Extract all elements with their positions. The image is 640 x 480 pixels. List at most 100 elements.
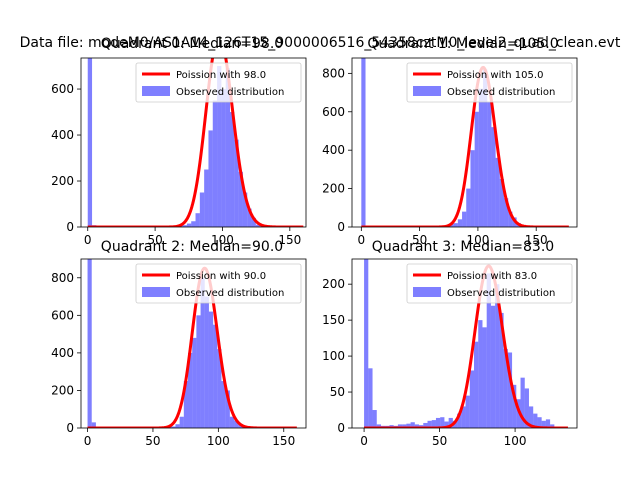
histogram-bar bbox=[212, 100, 218, 227]
histogram-bar bbox=[208, 311, 214, 428]
legend-frame bbox=[135, 62, 302, 103]
y-tick-label: 600 bbox=[51, 308, 74, 322]
y-tick-label: 400 bbox=[322, 143, 345, 157]
histogram-bar bbox=[499, 178, 505, 227]
histogram-bar bbox=[87, 58, 93, 227]
histogram-bar bbox=[247, 208, 252, 227]
y-tick-label: 0 bbox=[66, 220, 74, 234]
histogram-bar bbox=[482, 327, 487, 428]
x-tick-label: 0 bbox=[360, 434, 368, 448]
y-tick-label: 50 bbox=[330, 385, 345, 399]
y-tick-label: 100 bbox=[322, 349, 345, 363]
x-tick-label: 50 bbox=[412, 233, 427, 247]
plot-area: 0 50 100 150 0 200 400 600 800 Poission with 105.… bbox=[322, 57, 578, 247]
histogram-bar bbox=[457, 219, 463, 227]
axes-frame bbox=[80, 57, 307, 228]
histogram-bar bbox=[402, 424, 407, 428]
histogram-bar bbox=[229, 416, 235, 428]
histogram-bar bbox=[427, 420, 432, 428]
histogram-bar bbox=[466, 188, 471, 227]
histogram-bar bbox=[435, 417, 441, 428]
histogram-bar bbox=[508, 211, 513, 227]
histogram-bar bbox=[431, 420, 436, 428]
histogram-bar bbox=[199, 192, 205, 227]
histogram-bar bbox=[208, 130, 213, 227]
histogram-bar bbox=[478, 88, 484, 227]
plot-area: 0 50 100 150 0 200 400 600 Poission with 98.0 Obs… bbox=[51, 57, 307, 247]
histogram-bar bbox=[499, 312, 504, 428]
poisson-curve bbox=[86, 58, 305, 227]
legend: Poission with 105.0 Observed distribution bbox=[406, 62, 573, 103]
x-tick-label: 100 bbox=[211, 233, 234, 247]
histogram-bar bbox=[225, 68, 231, 227]
histogram-bar bbox=[457, 413, 462, 428]
histogram-bar bbox=[87, 259, 92, 428]
histogram-bar bbox=[490, 305, 496, 428]
x-tick-label: 50 bbox=[432, 434, 447, 448]
histogram-bar bbox=[524, 388, 529, 428]
x-tick-label: 100 bbox=[504, 434, 527, 448]
legend-label-histogram: Observed distribution bbox=[176, 288, 284, 299]
histogram-bar bbox=[91, 422, 96, 428]
histogram-bar bbox=[495, 157, 500, 227]
histogram-bar bbox=[204, 296, 209, 428]
axes-frame bbox=[351, 57, 578, 228]
histogram-bar bbox=[183, 381, 189, 428]
legend-label-model: Poission with 105.0 bbox=[447, 70, 543, 81]
legend-label-histogram: Observed distribution bbox=[447, 288, 555, 299]
subplot-title: Quadrant 1: Median=105.0 bbox=[367, 36, 558, 52]
histogram-bar bbox=[234, 420, 239, 428]
histogram-bar bbox=[221, 381, 226, 428]
legend-label-histogram: Observed distribution bbox=[447, 87, 555, 98]
x-tick-label: 50 bbox=[145, 434, 160, 448]
histogram-bar bbox=[504, 198, 509, 227]
y-tick-label: 400 bbox=[51, 346, 74, 360]
subplot-quadrant-2: Quadrant 2: Median=90.0 0 50 100 150 0 200 400… bbox=[51, 239, 307, 448]
y-tick-label: 600 bbox=[322, 105, 345, 119]
x-tick-label: 0 bbox=[84, 434, 92, 448]
histogram-bar bbox=[200, 277, 205, 428]
legend: Poission with 83.0 Observed distribution bbox=[406, 263, 573, 304]
y-tick-label: 0 bbox=[66, 421, 74, 435]
legend-frame bbox=[406, 263, 573, 304]
x-tick-label: 150 bbox=[272, 434, 295, 448]
poisson-curve bbox=[363, 264, 569, 428]
histogram-bar bbox=[195, 213, 200, 227]
y-tick-label: 600 bbox=[51, 82, 74, 96]
histogram-bar bbox=[414, 424, 420, 428]
histogram-bar bbox=[474, 111, 479, 227]
y-tick-label: 200 bbox=[51, 174, 74, 188]
x-tick-label: 50 bbox=[147, 233, 162, 247]
histogram-bar bbox=[179, 416, 184, 428]
histogram-bar bbox=[186, 223, 192, 227]
histogram-bar bbox=[217, 349, 222, 428]
plot-area: 0 50 100 0 50 100 150 200 Poission with 83.0 Obse… bbox=[322, 258, 578, 448]
histogram-bar bbox=[440, 417, 445, 428]
histogram-bars bbox=[364, 259, 555, 428]
x-tick-label: 150 bbox=[525, 233, 548, 247]
histogram-bar bbox=[191, 221, 196, 227]
x-tick-label: 0 bbox=[84, 233, 92, 247]
histogram-bar bbox=[238, 171, 243, 227]
histogram-bar bbox=[507, 352, 513, 428]
histogram-bar bbox=[528, 406, 534, 428]
legend-frame bbox=[135, 263, 302, 304]
histogram-bar bbox=[242, 192, 248, 227]
x-tick-label: 0 bbox=[358, 233, 366, 247]
histogram-bar bbox=[372, 410, 377, 428]
histogram-bar bbox=[255, 224, 261, 227]
legend-label-histogram: Observed distribution bbox=[176, 87, 284, 98]
y-tick-label: 200 bbox=[322, 277, 345, 291]
legend-label-model: Poission with 98.0 bbox=[176, 70, 266, 81]
y-tick-label: 0 bbox=[337, 220, 345, 234]
histogram-bar bbox=[453, 223, 458, 227]
histogram-bar bbox=[171, 426, 176, 428]
y-tick-label: 150 bbox=[322, 313, 345, 327]
histogram-bar bbox=[234, 139, 239, 227]
legend: Poission with 90.0 Observed distribution bbox=[135, 263, 302, 304]
histogram-bar bbox=[474, 341, 479, 428]
histogram-bar bbox=[491, 127, 496, 227]
histogram-bar bbox=[188, 352, 193, 428]
y-tick-label: 800 bbox=[51, 271, 74, 285]
